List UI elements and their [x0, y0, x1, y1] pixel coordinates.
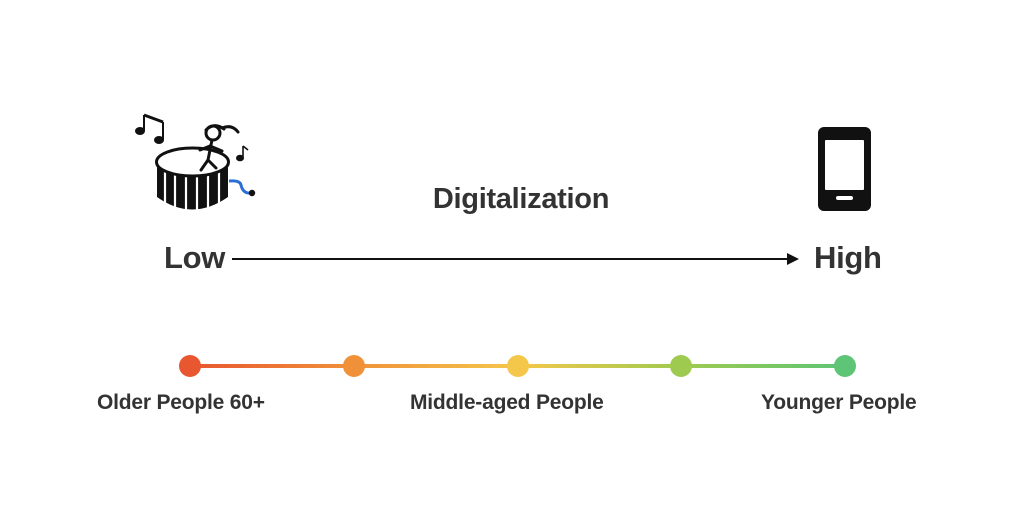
- scale-dot-older: [179, 355, 201, 377]
- scale-dot-middle: [507, 355, 529, 377]
- younger-people-label: Younger People: [761, 391, 917, 414]
- scale-dot-older-middle: [343, 355, 365, 377]
- scale-dot-younger: [834, 355, 856, 377]
- middle-aged-people-label: Middle-aged People: [410, 391, 604, 414]
- diagram-title: Digitalization: [432, 183, 610, 215]
- older-people-label: Older People 60+: [97, 391, 265, 414]
- scale-dot-middle-younger: [670, 355, 692, 377]
- high-label: High: [814, 240, 882, 275]
- low-label: Low: [164, 240, 226, 275]
